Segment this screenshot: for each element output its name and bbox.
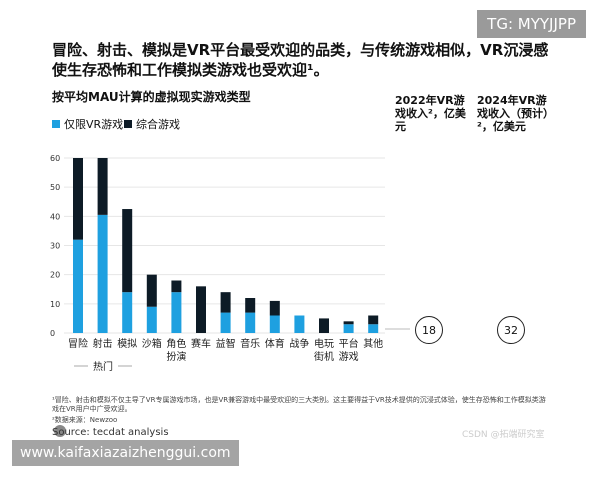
bar-general [245, 298, 256, 313]
x-tick-label: 音乐 [240, 337, 260, 350]
column-header-2022: 2022年VR游戏收入²，亿美元 [395, 94, 466, 133]
bar-vr-only [97, 214, 108, 333]
bar-vr-only [146, 306, 157, 333]
x-tick-label: 沙箱 [142, 337, 162, 350]
x-tick-label: 冒险 [68, 337, 88, 350]
y-tick-label: 40 [50, 212, 60, 221]
bar-general [171, 280, 182, 293]
x-tick-label: 益智 [216, 337, 236, 350]
value-2024: 32 [497, 316, 525, 344]
bar-vr-only [122, 292, 133, 333]
legend-general: 综合游戏 [124, 116, 180, 132]
bar-general [122, 209, 133, 293]
x-tick-label: 平台 [339, 337, 359, 350]
legend-label: 综合游戏 [136, 118, 180, 131]
footnote-1: ¹冒险、射击和模拟不仅主导了VR专属游戏市场，也是VR兼容游戏中最受欢迎的三大类… [52, 396, 546, 413]
bar-vr-only [245, 312, 256, 333]
bar-general [343, 321, 354, 325]
x-tick-label: 赛车 [191, 337, 211, 350]
x-tick-label: 街机 [314, 350, 334, 363]
bar-general [368, 315, 379, 325]
legend-label: 仅限VR游戏 [64, 118, 124, 131]
y-tick-label: 60 [50, 154, 60, 163]
y-tick-label: 10 [50, 300, 60, 309]
bar-vr-only [294, 315, 305, 333]
bar-vr-only [171, 292, 182, 333]
x-tick-label: 战争 [289, 337, 309, 350]
page-title: 冒险、射击、模拟是VR平台最受欢迎的品类，与传统游戏相似，VR沉浸感使生存恐怖和… [52, 41, 549, 79]
x-tick-label: 电玩 [314, 337, 334, 350]
source-label: Source: tecdat analysis [52, 427, 169, 438]
bar-general [146, 274, 157, 307]
bar-vr-only [73, 239, 83, 333]
x-tick-label: 射击 [93, 338, 113, 350]
bar-general [196, 286, 206, 333]
x-tick-label: 扮演 [166, 350, 186, 363]
bar-general [97, 158, 108, 215]
x-tick-label: 其他 [363, 337, 383, 350]
x-tick-label: 角色 [166, 337, 186, 350]
legend-swatch [124, 120, 132, 128]
footnote-2: ²数据来源：Newzoo [52, 416, 118, 424]
bar-general [73, 158, 83, 240]
bar-vr-only [220, 312, 231, 333]
legend-vr-only: 仅限VR游戏 [52, 116, 123, 132]
bar-vr-only [343, 324, 354, 333]
url-banner: www.kaifaxiazaizhenggui.com [12, 440, 239, 466]
watermark-badge: TG: MYYJJPP [477, 10, 586, 38]
legend-swatch [52, 120, 60, 128]
bar-general [319, 318, 329, 333]
value-2022: 18 [415, 316, 443, 344]
x-tick-label: 模拟 [117, 337, 137, 350]
tecdat-logo [54, 425, 66, 437]
bar-vr-only [269, 315, 280, 333]
chart-title: 按平均MAU计算的虚拟现实游戏类型 [52, 90, 251, 104]
csdn-watermark: CSDN @拓端研究室 [462, 430, 545, 440]
y-tick-label: 50 [50, 183, 60, 192]
bar-general [220, 292, 231, 313]
y-tick-label: 30 [50, 242, 60, 251]
group-label: 热门 [93, 360, 113, 373]
y-tick-label: 20 [50, 271, 60, 280]
bar-vr-only [368, 324, 379, 333]
x-tick-label: 体育 [265, 337, 285, 350]
bar-general [269, 300, 280, 316]
column-header-2024: 2024年VR游戏收入（预计）²，亿美元 [477, 94, 554, 133]
y-tick-label: 0 [50, 329, 55, 338]
x-tick-label: 游戏 [339, 350, 359, 363]
